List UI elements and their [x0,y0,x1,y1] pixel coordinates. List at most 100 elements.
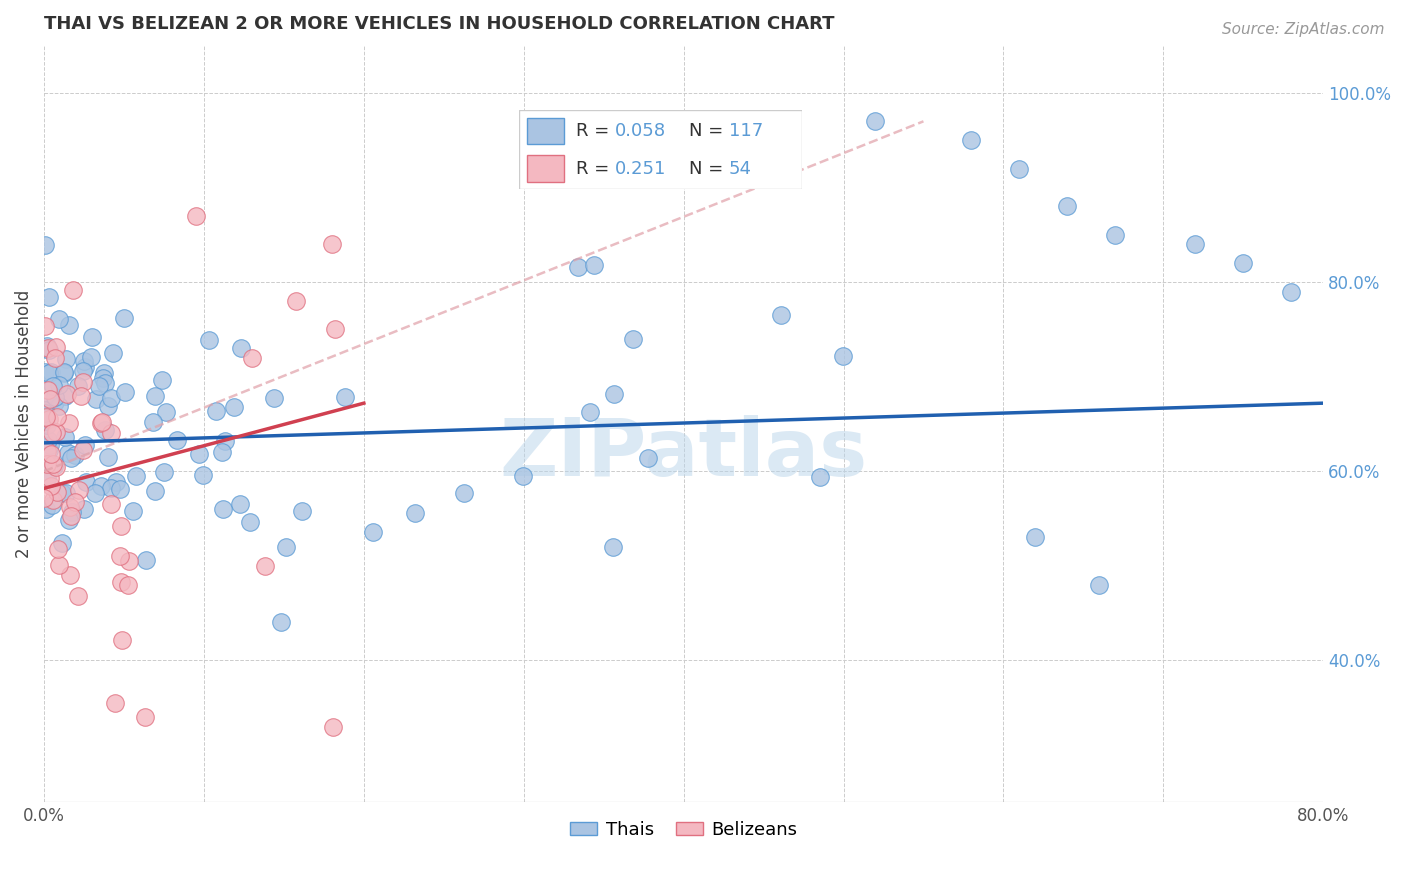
Point [108,482,131,496]
Point [512,468,534,483]
Point [44,395,66,409]
Point [73,501,96,516]
Point [1056,199,1078,213]
Point [55,352,77,367]
Point [35,410,58,425]
Point [322,720,344,734]
Point [114,385,136,400]
Point [118,554,141,568]
Point [90,416,112,430]
Point [51,536,73,550]
Point [110,633,132,648]
Point [37,455,59,469]
Point [52,365,75,379]
Point [150,372,173,386]
Point [41,425,63,440]
Point [63,448,86,462]
Point [769,308,792,322]
Text: R =: R = [575,121,614,140]
Point [80,350,103,364]
Point [83,486,105,500]
Point [125,469,148,483]
Point [134,710,156,724]
Point [240,351,263,365]
Point [82,330,104,344]
Point [104,696,127,710]
Point [39,393,62,408]
Point [86,392,108,406]
Text: 117: 117 [728,121,763,140]
Point [808,470,831,484]
Text: Source: ZipAtlas.com: Source: ZipAtlas.com [1222,22,1385,37]
Point [37,434,59,448]
Point [48,400,70,414]
Point [198,333,221,347]
Point [335,391,357,405]
Point [59,500,82,515]
Point [284,293,307,308]
Point [184,209,207,223]
Point [70,389,93,403]
Point [205,404,228,418]
Point [66,379,89,393]
Point [38,343,60,357]
Text: 54: 54 [728,160,752,178]
FancyBboxPatch shape [527,155,564,182]
Legend: Thais, Belizeans: Thais, Belizeans [562,814,804,847]
Point [38,412,60,426]
Point [228,498,250,512]
Point [59,508,82,523]
Point [75,475,97,489]
Point [39,471,62,485]
Point [1024,531,1046,545]
Point [323,322,346,336]
Point [832,349,855,363]
Point [56,387,79,401]
Point [39,366,62,380]
Point [321,237,343,252]
Point [112,310,135,325]
Point [55,485,77,500]
Point [42,492,65,507]
Point [270,615,292,629]
Point [101,346,124,360]
Point [166,433,188,447]
Point [100,497,122,511]
Point [48,558,70,572]
Point [104,475,127,489]
Point [211,444,233,458]
Point [582,258,605,272]
Text: N =: N = [689,160,728,178]
Point [621,332,644,346]
Point [44,458,66,473]
Point [579,405,602,419]
Point [35,457,58,471]
Point [960,133,983,147]
Point [603,386,626,401]
Point [34,318,56,333]
Y-axis label: 2 or more Vehicles in Household: 2 or more Vehicles in Household [15,290,32,558]
Point [38,392,60,406]
Point [46,541,69,556]
Point [44,390,66,404]
Point [72,442,94,457]
Point [1232,256,1254,270]
Point [59,567,82,582]
Point [263,391,285,405]
Point [34,491,56,506]
Point [404,506,426,520]
Text: R =: R = [575,160,614,178]
Point [38,366,60,380]
FancyBboxPatch shape [527,118,564,144]
Point [108,549,131,563]
Point [59,451,82,466]
Point [110,575,132,590]
Point [1008,161,1031,176]
Point [72,364,94,378]
Point [41,457,63,471]
Point [637,450,659,465]
Point [38,443,60,458]
Point [41,498,63,512]
Point [93,370,115,384]
Point [58,417,80,431]
